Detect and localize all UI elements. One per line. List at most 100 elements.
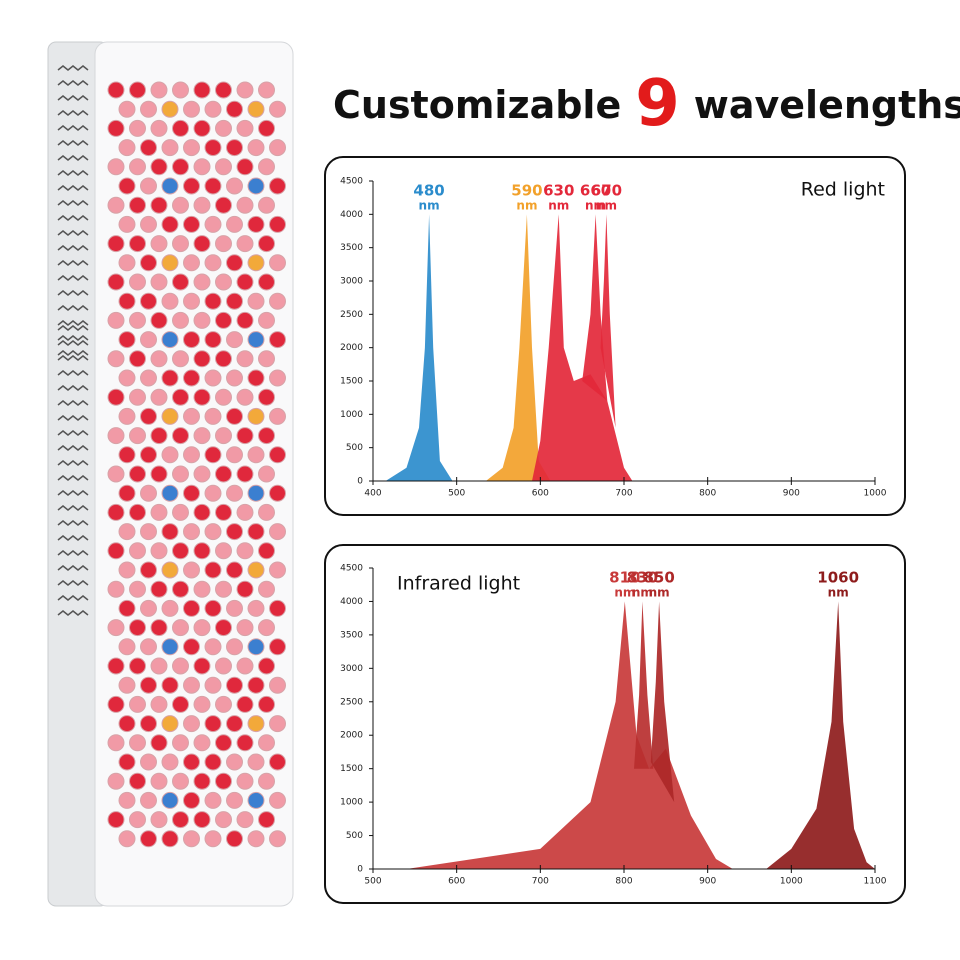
led [204,523,222,541]
led [204,830,222,848]
led [193,734,211,752]
y-tick-label: 0 [357,477,363,487]
led [150,657,168,675]
led [118,753,136,771]
led [118,254,136,272]
led [161,753,179,771]
led [150,695,168,713]
led [258,158,275,176]
led [129,388,146,406]
led [140,369,157,387]
led [258,427,275,445]
led [118,599,136,617]
led [107,427,125,445]
led [150,580,168,598]
y-tick-label: 3500 [340,630,363,640]
vent [57,460,89,466]
peak-unit: nm [548,199,569,213]
y-tick-label: 0 [357,865,363,875]
led [118,484,136,502]
led [107,542,125,560]
led [183,753,200,771]
led [107,734,125,752]
led [172,158,189,176]
led [183,599,200,617]
led [107,350,125,368]
led [215,196,232,214]
led [226,561,243,579]
led [193,465,211,483]
led [129,427,146,445]
led [215,580,232,598]
led [140,830,157,848]
led [172,427,189,445]
peak-unit: nm [828,586,849,600]
led [161,331,179,349]
led [269,446,286,464]
led [258,119,275,137]
led [140,676,157,694]
led [236,772,254,790]
vent [57,200,89,206]
led [204,100,222,118]
vent [57,140,89,146]
x-tick-label: 900 [699,877,716,887]
vent [57,325,89,331]
spectrum-area [485,214,551,482]
led [140,215,157,233]
spectrum-area [650,601,675,803]
vent [57,400,89,406]
led [140,177,157,195]
spectrum-area [600,214,616,428]
led [150,811,168,829]
y-tick-label: 2500 [340,310,363,320]
y-tick-label: 500 [346,831,363,841]
led [269,215,286,233]
led [172,273,189,291]
led [193,311,211,329]
led [269,523,286,541]
peak-label: 810 [609,569,640,587]
led [172,619,189,637]
led [247,830,265,848]
led [129,580,146,598]
vent [57,290,89,296]
led [150,465,168,483]
led [226,254,243,272]
vent [57,125,89,131]
led [161,561,179,579]
led [129,657,146,675]
led [193,657,211,675]
led [172,695,189,713]
x-tick-label: 600 [532,489,549,499]
led [247,791,265,809]
led [204,215,222,233]
led [215,503,232,521]
x-tick-label: 600 [448,877,465,887]
vent [57,430,89,436]
led [183,561,200,579]
y-tick-label: 3000 [340,664,363,674]
x-tick-label: 700 [532,877,549,887]
led [193,619,211,637]
led [204,139,222,157]
led [172,465,189,483]
led [183,638,200,656]
led [236,542,254,560]
vent [57,95,89,101]
led [269,753,286,771]
led [193,503,211,521]
led [258,772,275,790]
led [129,811,146,829]
led [193,158,211,176]
peak-unit: nm [614,586,635,600]
led [204,599,222,617]
led [258,196,275,214]
led [204,791,222,809]
led [129,81,146,99]
led [269,638,286,656]
led [129,619,146,637]
x-tick-label: 1100 [864,877,887,887]
led [150,235,168,253]
led [118,177,136,195]
